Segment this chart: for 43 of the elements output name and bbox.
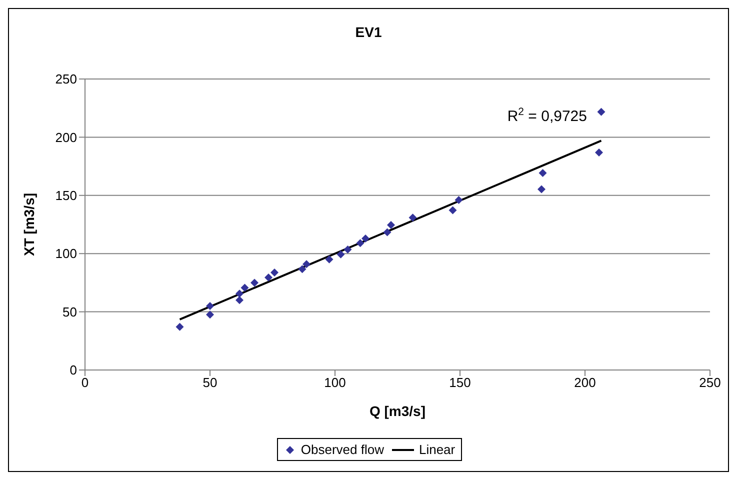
point <box>236 290 244 298</box>
point <box>206 302 214 310</box>
x-tick-label: 250 <box>699 375 721 390</box>
y-tick-label: 200 <box>55 130 77 145</box>
legend-label: Linear <box>418 442 456 457</box>
y-tick-label: 50 <box>62 304 77 320</box>
y-tick-label: 0 <box>70 362 77 378</box>
point <box>538 185 546 194</box>
point <box>336 250 345 258</box>
point <box>454 196 463 204</box>
point <box>383 228 392 236</box>
x-tick-label: 0 <box>81 375 89 390</box>
point <box>538 169 547 178</box>
point <box>236 296 244 304</box>
y-tick-label: 150 <box>55 188 77 204</box>
point <box>240 284 249 292</box>
point <box>408 214 417 222</box>
x-tick-label: 50 <box>202 375 218 390</box>
point <box>176 322 184 331</box>
x-tick-label: 150 <box>449 375 471 390</box>
point <box>298 265 306 274</box>
point <box>302 260 310 268</box>
x-tick-label: 100 <box>324 375 346 390</box>
y-axis-title: XT [m3/s] <box>20 192 37 256</box>
annotation: R$^{2}$ = 0,9725 <box>507 106 587 125</box>
point <box>250 278 258 287</box>
point <box>344 246 352 254</box>
point <box>270 268 278 276</box>
y-tick-label: 250 <box>55 72 77 87</box>
x-tick-label: 200 <box>574 375 596 390</box>
point <box>362 234 370 242</box>
x-axis-title: Q [m3/s] <box>369 403 426 419</box>
point <box>325 255 334 264</box>
point <box>387 220 395 229</box>
chart-title: EV1 <box>355 24 382 40</box>
point <box>595 148 603 156</box>
point <box>597 108 606 116</box>
point <box>448 206 457 214</box>
point <box>206 310 214 319</box>
legend-label: Observed flow <box>300 442 384 457</box>
point <box>356 239 364 248</box>
point <box>264 273 272 282</box>
y-tick-label: 100 <box>55 246 77 262</box>
